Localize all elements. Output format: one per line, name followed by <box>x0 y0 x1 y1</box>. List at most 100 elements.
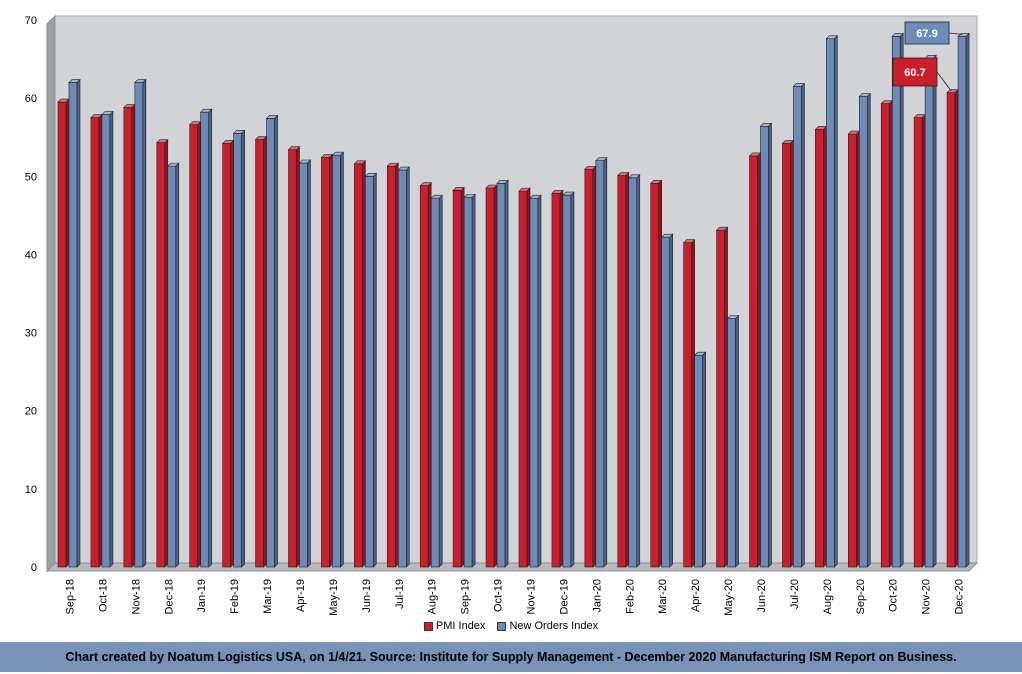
bar-top <box>430 194 443 199</box>
footer-text: Chart created by Noatum Logistics USA, o… <box>65 650 957 664</box>
bar-side <box>735 314 739 568</box>
bar-side <box>790 139 794 568</box>
bar-pmi-index <box>518 187 531 568</box>
bar-pmi-index <box>419 181 432 568</box>
bar-front <box>595 160 605 568</box>
bar-front <box>233 133 242 568</box>
bar-top <box>101 111 114 115</box>
bar-side <box>274 114 278 568</box>
bar-side <box>834 35 838 568</box>
x-tick-label: Dec-19 <box>558 579 570 614</box>
x-tick-label: Feb-20 <box>624 579 636 614</box>
plot-floor <box>45 562 979 572</box>
x-tick-label: Aug-19 <box>427 579 439 614</box>
bar-front <box>650 183 660 568</box>
bar-front <box>167 165 177 568</box>
x-tick-label: Oct-18 <box>97 579 109 612</box>
callout-leader-line <box>948 32 963 35</box>
bar-new-orders-index <box>199 108 213 568</box>
bar-front <box>716 229 725 568</box>
bar-new-orders-index <box>726 314 740 568</box>
bar-side <box>405 166 410 568</box>
bar-top <box>452 187 465 191</box>
bar-new-orders-index <box>364 172 378 568</box>
bar-pmi-index <box>254 135 268 568</box>
bar-pmi-index <box>715 226 729 568</box>
callout-box <box>904 21 950 45</box>
bar-front <box>266 118 275 568</box>
bar-front <box>858 96 868 568</box>
bar-front <box>134 82 144 568</box>
bar-side <box>131 103 136 568</box>
bar-side <box>340 151 344 568</box>
bar-pmi-index <box>814 125 828 568</box>
bar-front <box>727 318 736 568</box>
callout-box <box>892 57 938 87</box>
bar-front <box>782 143 791 568</box>
bar-top <box>660 233 674 238</box>
bar-front <box>222 143 231 568</box>
bar-top <box>617 172 630 176</box>
x-tick-label: Sep-20 <box>855 579 867 614</box>
legend-swatch-new-orders <box>497 621 507 631</box>
bar-side <box>175 162 180 568</box>
bar-front <box>430 197 440 568</box>
bar-top <box>759 122 773 127</box>
bar-side <box>899 32 904 568</box>
bar-pmi-index <box>188 120 202 568</box>
y-tick-label: 50 <box>25 171 37 183</box>
bar-front <box>891 36 901 568</box>
bar-new-orders-index <box>167 162 180 568</box>
x-tick-label: Sep-18 <box>64 579 76 614</box>
bar-side <box>197 120 202 568</box>
bar-side <box>537 194 542 568</box>
bar-front <box>683 242 692 568</box>
x-tick-label: Jan-20 <box>591 579 603 613</box>
bar-pmi-index <box>584 165 597 568</box>
bar-new-orders-index <box>68 78 81 568</box>
x-tick-label: Oct-19 <box>493 579 505 612</box>
bar-top <box>693 351 707 356</box>
bar-side <box>296 145 300 568</box>
bar-top <box>134 79 147 83</box>
bar-pmi-index <box>880 99 893 568</box>
bar-side <box>65 98 70 568</box>
bar-pmi-index <box>386 162 400 568</box>
bar-pmi-index <box>123 103 136 568</box>
bar-front <box>826 38 835 568</box>
bar-top <box>551 190 564 194</box>
bar-side <box>921 113 926 568</box>
y-tick-label: 60 <box>25 93 37 105</box>
bar-pmi-index <box>748 152 762 568</box>
bar-new-orders-index <box>891 32 904 568</box>
bar-front <box>288 149 297 568</box>
bar-pmi-index <box>320 153 334 568</box>
callout-leader-line <box>936 71 952 91</box>
bar-new-orders-index <box>529 194 542 568</box>
bar-chart: 0 10 20 30 40 50 60 70 Sep-18 Oct-18 Nov-18 Dec-18 J… <box>25 14 979 616</box>
bar-front <box>793 86 802 568</box>
bar-new-orders-index <box>265 114 279 568</box>
y-tick-label: 20 <box>25 406 37 418</box>
bar-side <box>888 99 893 568</box>
bar-new-orders-index <box>298 159 312 568</box>
bar-front <box>760 125 769 568</box>
bar-pmi-index <box>913 113 926 568</box>
bar-top <box>858 93 872 97</box>
bar-new-orders-index <box>628 174 641 568</box>
bar-side <box>394 162 399 568</box>
bar-new-orders-index <box>792 82 806 568</box>
bar-pmi-index <box>847 130 861 568</box>
x-tick-label: Jan-19 <box>196 579 208 613</box>
bar-top <box>715 226 729 231</box>
bar-front <box>946 92 956 568</box>
bar-front <box>485 187 495 568</box>
bar-new-orders-index <box>660 233 674 568</box>
bar-front <box>90 117 100 568</box>
x-tick-label: Jul-19 <box>394 579 406 609</box>
x-tick-label: Oct-20 <box>888 579 900 612</box>
bar-side <box>98 113 103 568</box>
bar-front <box>463 197 473 568</box>
plot-side-wall <box>46 14 56 573</box>
bar-front <box>321 157 330 568</box>
